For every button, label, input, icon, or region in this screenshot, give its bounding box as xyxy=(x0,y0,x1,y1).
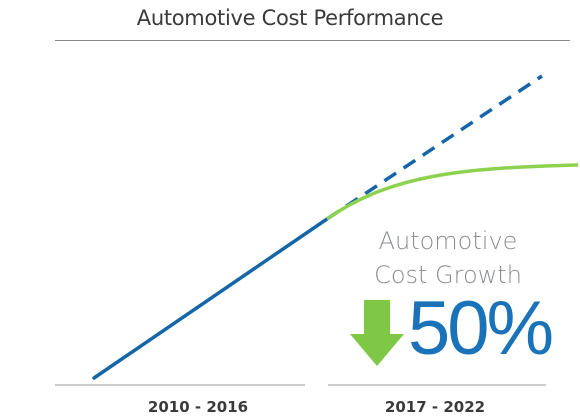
reduced-cost-curve xyxy=(325,163,579,221)
title-rule xyxy=(55,40,570,41)
callout-value: 50% xyxy=(408,286,554,371)
down-arrow-icon xyxy=(350,300,404,366)
historical-cost-line xyxy=(92,217,329,380)
projected-cost-line xyxy=(326,74,543,221)
chart-title: Automotive Cost Performance xyxy=(136,6,444,30)
callout-label: Automotive Cost Growth xyxy=(374,227,522,289)
x-tick-label: 2017 - 2022 xyxy=(385,398,485,416)
x-tick-label: 2010 - 2016 xyxy=(148,398,248,416)
